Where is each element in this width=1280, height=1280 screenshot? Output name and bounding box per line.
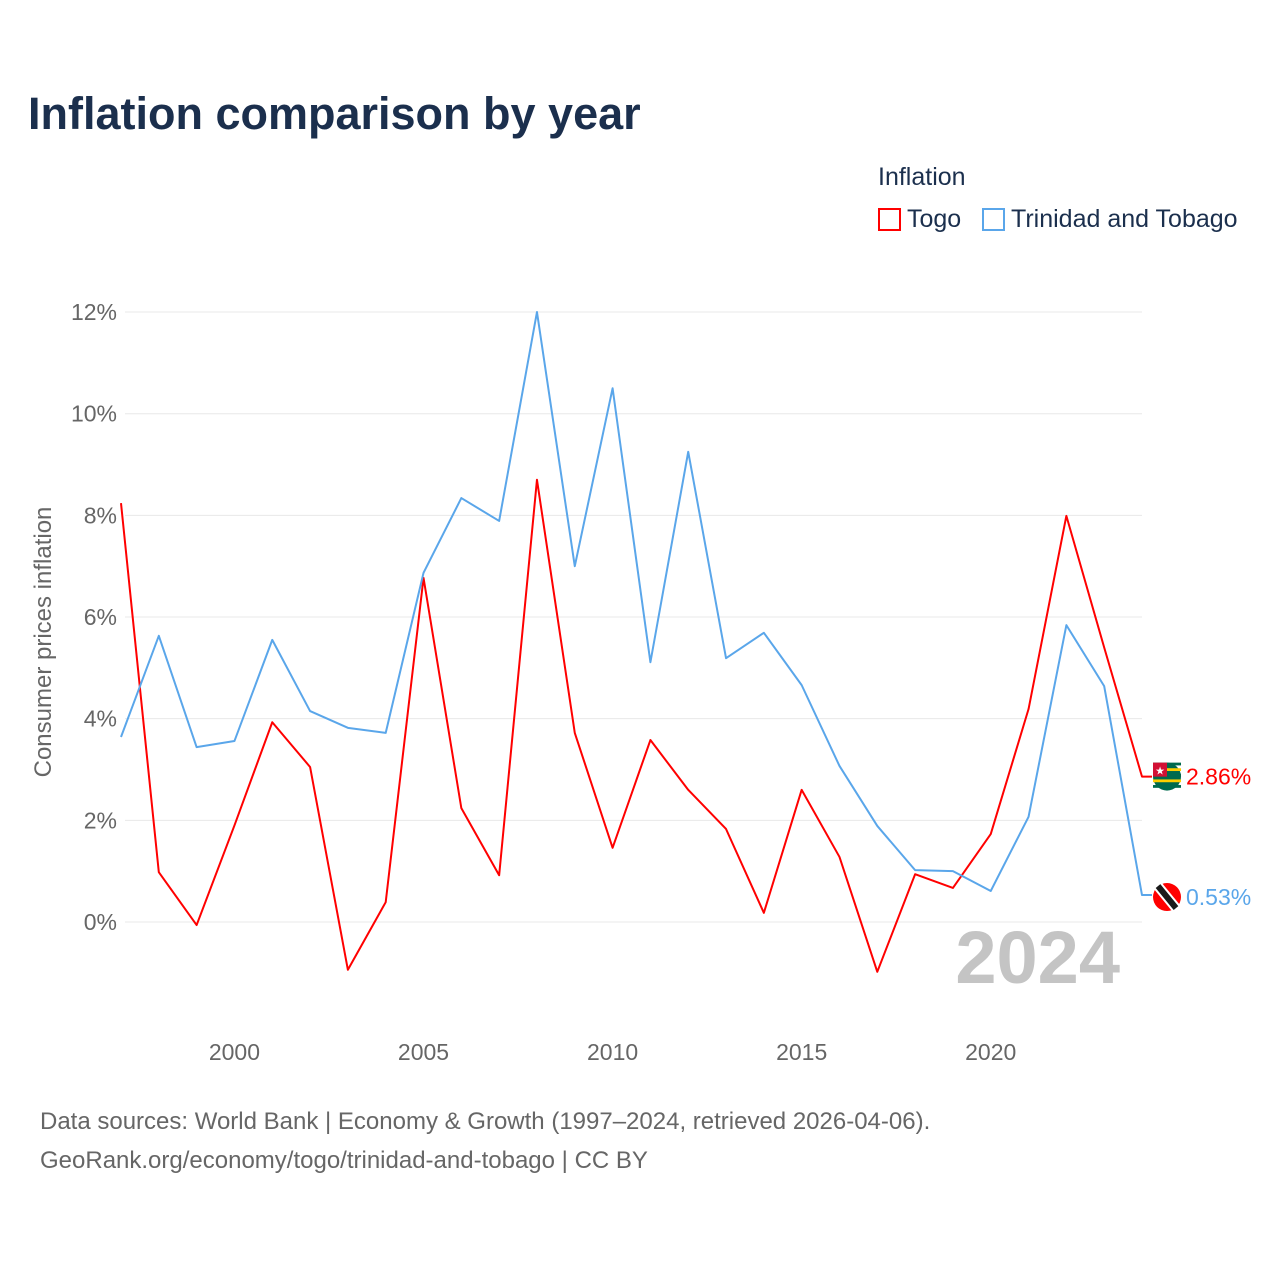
y-tick-label: 10% — [71, 401, 117, 427]
y-tick-label: 6% — [84, 604, 117, 630]
series-line-togo — [120, 478, 1152, 973]
legend-title: Inflation — [878, 163, 966, 191]
y-tick-label: 0% — [84, 909, 117, 935]
y-tick-label: 12% — [71, 299, 117, 325]
x-tick-label: 2015 — [776, 1039, 827, 1065]
footer-link[interactable]: GeoRank.org/economy/togo/trinidad-and-to… — [40, 1147, 648, 1174]
y-tick-label: 2% — [84, 807, 117, 833]
series-line-trinidad — [120, 311, 1152, 897]
year-watermark: 2024 — [955, 916, 1120, 999]
legend-label-togo: Togo — [907, 205, 962, 233]
x-tick-label: 2005 — [398, 1039, 449, 1065]
legend-item-togo[interactable]: Togo — [878, 205, 961, 234]
legend-swatch-trinidad — [982, 208, 1005, 231]
svg-text:★: ★ — [1155, 766, 1165, 778]
y-axis-label: Consumer prices inflation — [30, 507, 57, 778]
x-tick-label: 2020 — [965, 1039, 1016, 1065]
chart-title: Inflation comparison by year — [28, 88, 641, 139]
legend-item-trinidad[interactable]: Trinidad and Tobago — [982, 205, 1238, 234]
y-tick-label: 8% — [84, 502, 117, 528]
togo-flag-icon: ★ — [1153, 762, 1181, 791]
end-value-label: 2.86% — [1186, 764, 1251, 790]
end-value-label: 0.53% — [1186, 884, 1251, 910]
x-tick-label: 2000 — [209, 1039, 260, 1065]
trinidad-flag-icon — [1153, 882, 1181, 912]
legend-label-trinidad: Trinidad and Tobago — [1011, 205, 1238, 233]
legend-swatch-togo — [878, 208, 901, 231]
y-tick-label: 4% — [84, 706, 117, 732]
footer-sources: Data sources: World Bank | Economy & Gro… — [40, 1108, 931, 1135]
x-tick-label: 2010 — [587, 1039, 638, 1065]
